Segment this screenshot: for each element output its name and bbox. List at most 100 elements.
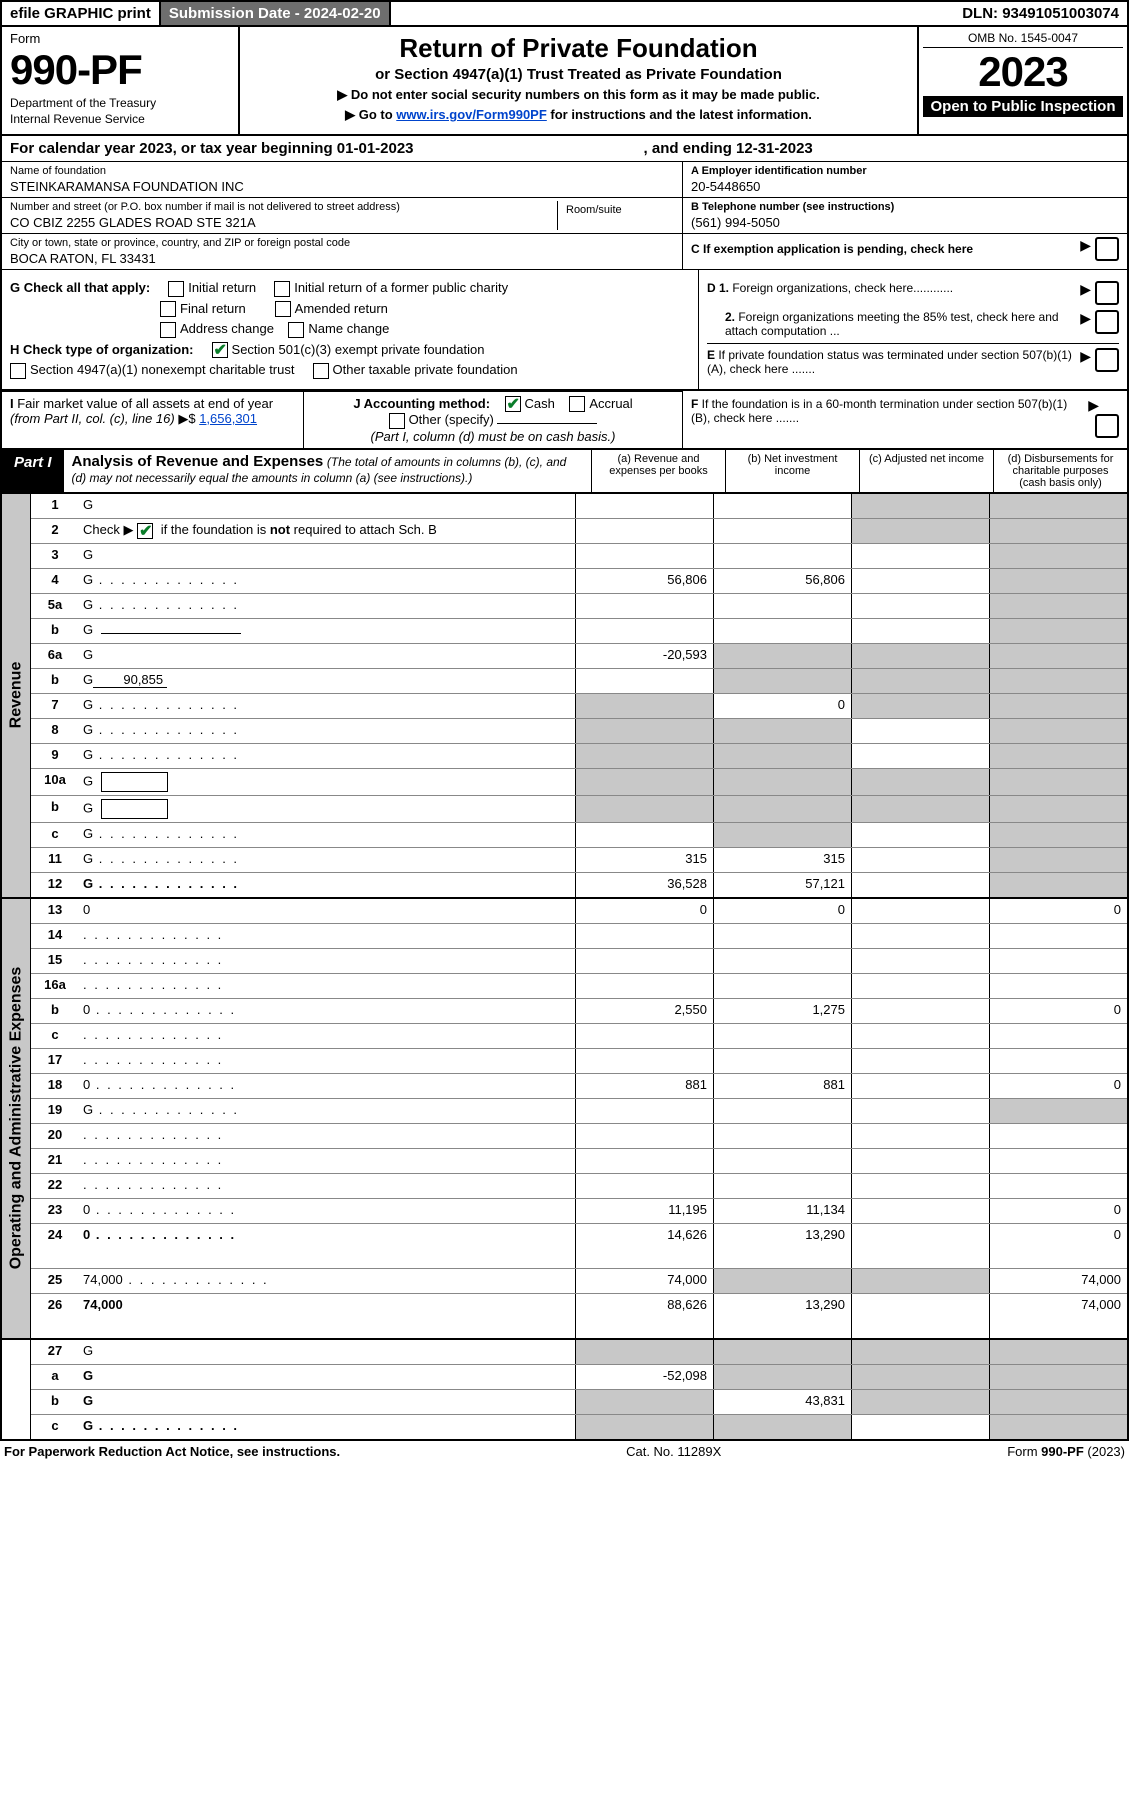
initial-public-checkbox[interactable] <box>274 281 290 297</box>
value-cell <box>989 769 1127 795</box>
amended-return-checkbox[interactable] <box>275 301 291 317</box>
value-cell <box>851 1415 989 1439</box>
address-value: CO CBIZ 2255 GLADES ROAD STE 321A <box>10 215 557 230</box>
final-return-checkbox[interactable] <box>160 301 176 317</box>
value-cell <box>851 644 989 668</box>
header-left: Form 990-PF Department of the Treasury I… <box>2 27 240 134</box>
d1-checkbox[interactable] <box>1095 281 1119 305</box>
line-description: G <box>79 1099 575 1123</box>
exemption-checkbox[interactable] <box>1095 237 1119 261</box>
line-description: G <box>79 719 575 743</box>
value-cell <box>851 1024 989 1048</box>
value-cell <box>989 1415 1127 1439</box>
value-cell <box>989 1365 1127 1389</box>
line-description: G <box>79 1390 575 1414</box>
e-checkbox[interactable] <box>1095 348 1119 372</box>
foundation-name: STEINKARAMANSA FOUNDATION INC <box>10 179 674 194</box>
value-cell <box>713 1415 851 1439</box>
name-change-checkbox[interactable] <box>288 322 304 338</box>
line-number: 6a <box>31 644 79 668</box>
501c3-checkbox[interactable] <box>212 342 228 358</box>
f-checkbox[interactable] <box>1095 414 1119 438</box>
foundation-name-label: Name of foundation <box>10 165 674 177</box>
line-description: G <box>79 1415 575 1439</box>
accrual-checkbox[interactable] <box>569 396 585 412</box>
tax-year: 2023 <box>923 48 1123 96</box>
d2-checkbox[interactable] <box>1095 310 1119 334</box>
value-cell <box>851 899 989 923</box>
value-cell <box>713 669 851 693</box>
table-row: 2574,00074,00074,000 <box>31 1269 1127 1294</box>
g-row: G Check all that apply: Initial return I… <box>10 280 690 297</box>
value-cell <box>851 1365 989 1389</box>
line-description: 0 <box>79 899 575 923</box>
table-row: 16a <box>31 974 1127 999</box>
table-row: 7G0 <box>31 694 1127 719</box>
line-number: 22 <box>31 1174 79 1198</box>
value-cell <box>989 1174 1127 1198</box>
address-change-checkbox[interactable] <box>160 322 176 338</box>
instruction-1: ▶ Do not enter social security numbers o… <box>248 87 909 103</box>
line-description: G <box>79 769 575 795</box>
calendar-beginning: For calendar year 2023, or tax year begi… <box>10 140 414 157</box>
dln: DLN: 93491051003074 <box>954 2 1127 25</box>
table-row: 1G <box>31 494 1127 519</box>
value-cell: 88,626 <box>575 1294 713 1338</box>
value-cell <box>713 1124 851 1148</box>
header-center: Return of Private Foundation or Section … <box>240 27 917 134</box>
value-cell <box>851 1340 989 1364</box>
value-cell <box>989 924 1127 948</box>
value-cell <box>575 823 713 847</box>
table-row: 22 <box>31 1174 1127 1199</box>
value-cell <box>989 823 1127 847</box>
value-cell <box>713 644 851 668</box>
value-cell <box>851 1224 989 1268</box>
address-label: Number and street (or P.O. box number if… <box>10 201 557 213</box>
value-cell <box>713 1024 851 1048</box>
col-a-header: (a) Revenue and expenses per books <box>591 450 725 492</box>
table-row: 3G <box>31 544 1127 569</box>
value-cell <box>851 999 989 1023</box>
table-row: bG <box>31 619 1127 644</box>
value-cell <box>989 719 1127 743</box>
line-description: G <box>79 694 575 718</box>
line-number: b <box>31 1390 79 1414</box>
table-row: 4G56,80656,806 <box>31 569 1127 594</box>
table-row: 24014,62613,2900 <box>31 1224 1127 1269</box>
line-number: 7 <box>31 694 79 718</box>
value-cell <box>713 1149 851 1173</box>
line-number: 15 <box>31 949 79 973</box>
line-description <box>79 1174 575 1198</box>
fmv-value: 1,656,301 <box>199 411 257 426</box>
initial-return-checkbox[interactable] <box>168 281 184 297</box>
line-description: G <box>79 594 575 618</box>
line-number: 9 <box>31 744 79 768</box>
other-taxable-checkbox[interactable] <box>313 363 329 379</box>
value-cell <box>575 1149 713 1173</box>
line-description: Check ▶ if the foundation is not require… <box>79 519 575 543</box>
cash-checkbox[interactable] <box>505 396 521 412</box>
value-cell <box>713 519 851 543</box>
value-cell <box>989 1024 1127 1048</box>
form990pf-link[interactable]: www.irs.gov/Form990PF <box>396 107 547 122</box>
line-number: 23 <box>31 1199 79 1223</box>
value-cell <box>575 494 713 518</box>
value-cell <box>989 949 1127 973</box>
value-cell <box>713 594 851 618</box>
4947-checkbox[interactable] <box>10 363 26 379</box>
arrow-icon: ▶ <box>1080 237 1091 253</box>
form-subtitle: or Section 4947(a)(1) Trust Treated as P… <box>248 66 909 83</box>
value-cell <box>851 974 989 998</box>
value-cell: -52,098 <box>575 1365 713 1389</box>
value-cell <box>851 544 989 568</box>
value-cell <box>575 694 713 718</box>
other-method-checkbox[interactable] <box>389 413 405 429</box>
value-cell: 74,000 <box>575 1269 713 1293</box>
exemption-pending-label: C If exemption application is pending, c… <box>691 242 973 256</box>
value-cell: 0 <box>989 899 1127 923</box>
line-description: 0 <box>79 1074 575 1098</box>
value-cell <box>851 1074 989 1098</box>
line-description: 0 <box>79 1224 575 1268</box>
value-cell <box>989 594 1127 618</box>
h-row: H Check type of organization: Section 50… <box>10 342 690 359</box>
